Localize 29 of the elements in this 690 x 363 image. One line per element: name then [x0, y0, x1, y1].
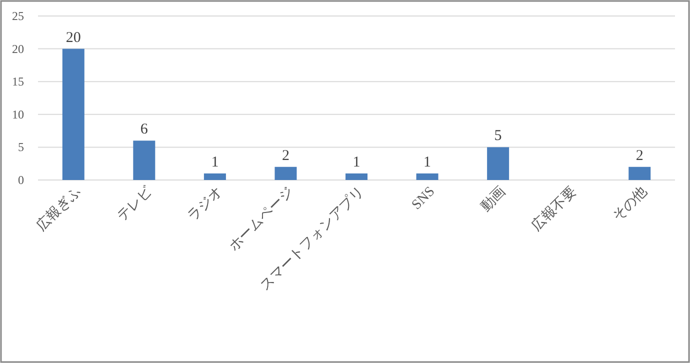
bar	[346, 173, 368, 180]
x-tick-label: ラジオ	[185, 184, 226, 225]
bar	[628, 166, 651, 180]
x-tick-label: テレビ	[114, 182, 156, 225]
y-tick-label: 20	[12, 42, 24, 56]
x-tick-label: SNS	[409, 184, 438, 213]
data-label: 1	[211, 154, 219, 170]
y-tick-label: 10	[12, 107, 24, 122]
y-tick-label: 0	[18, 173, 24, 187]
data-label: 1	[424, 154, 432, 170]
data-label: 6	[140, 122, 148, 138]
data-label: 20	[66, 30, 81, 46]
data-label: 2	[636, 148, 644, 164]
x-tick-label: 動画	[478, 184, 509, 215]
y-tick-label: 15	[12, 74, 24, 89]
bar	[133, 140, 156, 180]
data-label: 2	[282, 148, 290, 164]
bar	[204, 173, 226, 180]
bar	[416, 173, 438, 180]
bar	[62, 48, 84, 180]
bar	[274, 166, 297, 180]
x-tick-label: 広報不要	[528, 184, 580, 234]
data-label: 1	[352, 154, 360, 170]
x-tick-label: 広報ぎふ	[33, 184, 84, 234]
y-tick-label: 25	[12, 9, 24, 23]
bar	[487, 147, 510, 180]
data-label: 5	[494, 128, 502, 144]
y-tick-label: 5	[18, 140, 24, 154]
x-tick-label: その他	[609, 184, 650, 225]
